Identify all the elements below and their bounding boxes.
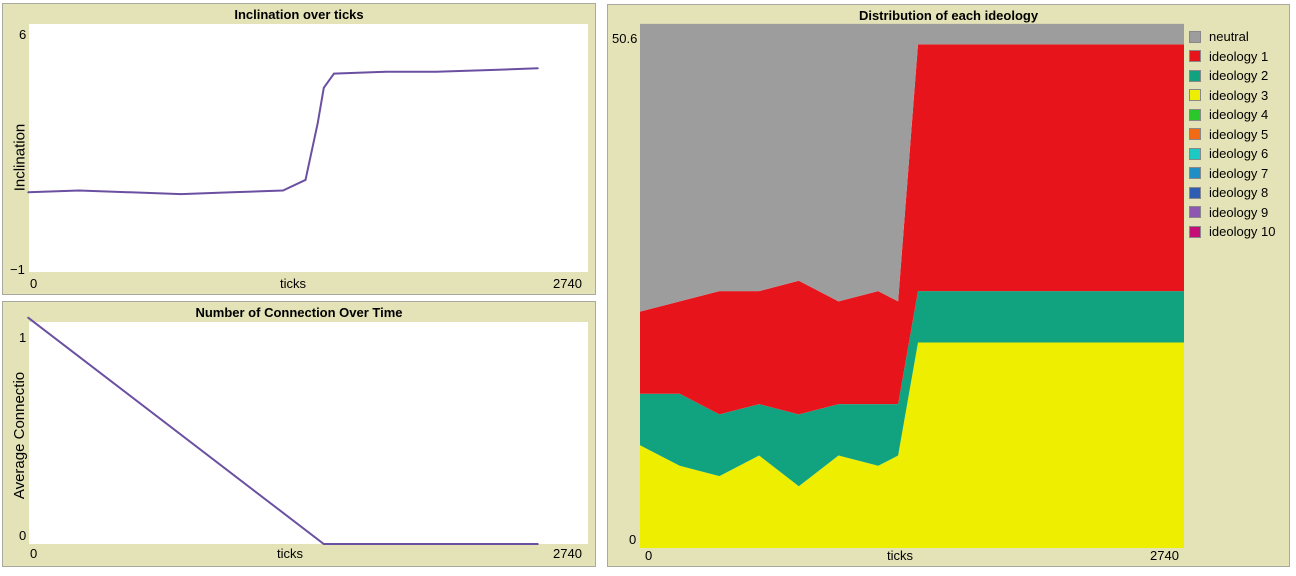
x-max-label: 2740 [553, 276, 582, 291]
x-min-label: 0 [645, 548, 653, 563]
legend-item: ideology 6 [1189, 144, 1276, 164]
legend-swatch [1189, 147, 1201, 160]
legend-swatch [1189, 225, 1201, 238]
data-point [27, 316, 29, 319]
y-max-label: 6 [19, 27, 27, 42]
plot-title: Number of Connection Over Time [195, 305, 403, 320]
legend-label: ideology 10 [1209, 224, 1276, 240]
area-series [640, 44, 1184, 415]
line-series [27, 316, 538, 545]
legend-label: ideology 7 [1209, 165, 1269, 181]
data-point [486, 69, 488, 71]
area-series [640, 291, 1184, 487]
legend-item: ideology 2 [1189, 66, 1276, 86]
x-axis-label: ticks [277, 546, 303, 561]
data-point [537, 67, 539, 70]
y-max-label: 1 [19, 330, 27, 345]
plot-title: Distribution of each ideology [858, 8, 1039, 23]
legend-item: ideology 9 [1189, 203, 1276, 223]
data-point [129, 191, 131, 194]
legend-label: ideology 4 [1209, 107, 1269, 123]
legend-label: ideology 3 [1209, 87, 1269, 103]
data-point [27, 191, 29, 194]
plot-area [29, 322, 588, 544]
line-series [27, 67, 539, 196]
x-axis-label: ticks [280, 276, 306, 291]
data-point [537, 543, 539, 545]
x-min-label: 0 [30, 546, 38, 561]
data-point [282, 189, 284, 192]
legend-swatch [1189, 30, 1201, 43]
data-point [231, 191, 233, 194]
legend-swatch [1189, 128, 1201, 141]
data-point [323, 543, 325, 545]
connections-plot: Number of Connection Over Time 1 0 Avera… [2, 301, 596, 567]
legend-swatch [1189, 89, 1201, 102]
plot-title: Inclination over ticks [234, 7, 364, 22]
plot-area [29, 24, 588, 272]
legend-label: ideology 8 [1209, 185, 1269, 201]
inclination-plot: Inclination over ticks 6 −1 Inclination … [2, 3, 596, 295]
legend-item: ideology 4 [1189, 105, 1276, 125]
data-point [323, 86, 325, 89]
y-min-label: 0 [19, 528, 27, 543]
y-min-label: −1 [10, 262, 25, 277]
x-max-label: 2740 [1150, 548, 1179, 563]
legend-label: ideology 2 [1209, 68, 1269, 84]
legend-label: ideology 6 [1209, 146, 1269, 162]
legend-item: neutral [1189, 27, 1276, 47]
legend-label: ideology 1 [1209, 48, 1269, 64]
x-min-label: 0 [30, 276, 38, 291]
legend-item: ideology 10 [1189, 222, 1276, 242]
legend-item: ideology 3 [1189, 86, 1276, 106]
data-point [316, 122, 319, 124]
x-axis-label: ticks [887, 548, 913, 563]
legend-label: ideology 9 [1209, 204, 1269, 220]
y-min-label: 0 [629, 532, 637, 547]
data-point [333, 72, 335, 75]
legend-item: ideology 7 [1189, 164, 1276, 184]
legend-swatch [1189, 186, 1201, 199]
y-max-label: 50.6 [612, 31, 638, 46]
legend-item: ideology 5 [1189, 125, 1276, 145]
data-point [78, 189, 80, 192]
data-point [180, 193, 182, 195]
data-point [304, 179, 307, 181]
area-series [640, 342, 1184, 548]
area-series [640, 23, 1184, 312]
legend-item: ideology 1 [1189, 47, 1276, 67]
legend-swatch [1189, 50, 1201, 63]
legend-label: neutral [1209, 29, 1249, 45]
legend-swatch [1189, 108, 1201, 121]
legend: neutral ideology 1 ideology 2 ideology 3 ide… [1189, 27, 1276, 242]
x-max-label: 2740 [553, 546, 582, 561]
data-point [435, 71, 437, 73]
legend-item: ideology 8 [1189, 183, 1276, 203]
legend-label: ideology 5 [1209, 126, 1269, 142]
legend-swatch [1189, 69, 1201, 82]
legend-swatch [1189, 167, 1201, 180]
legend-swatch [1189, 206, 1201, 219]
data-point [384, 71, 386, 73]
